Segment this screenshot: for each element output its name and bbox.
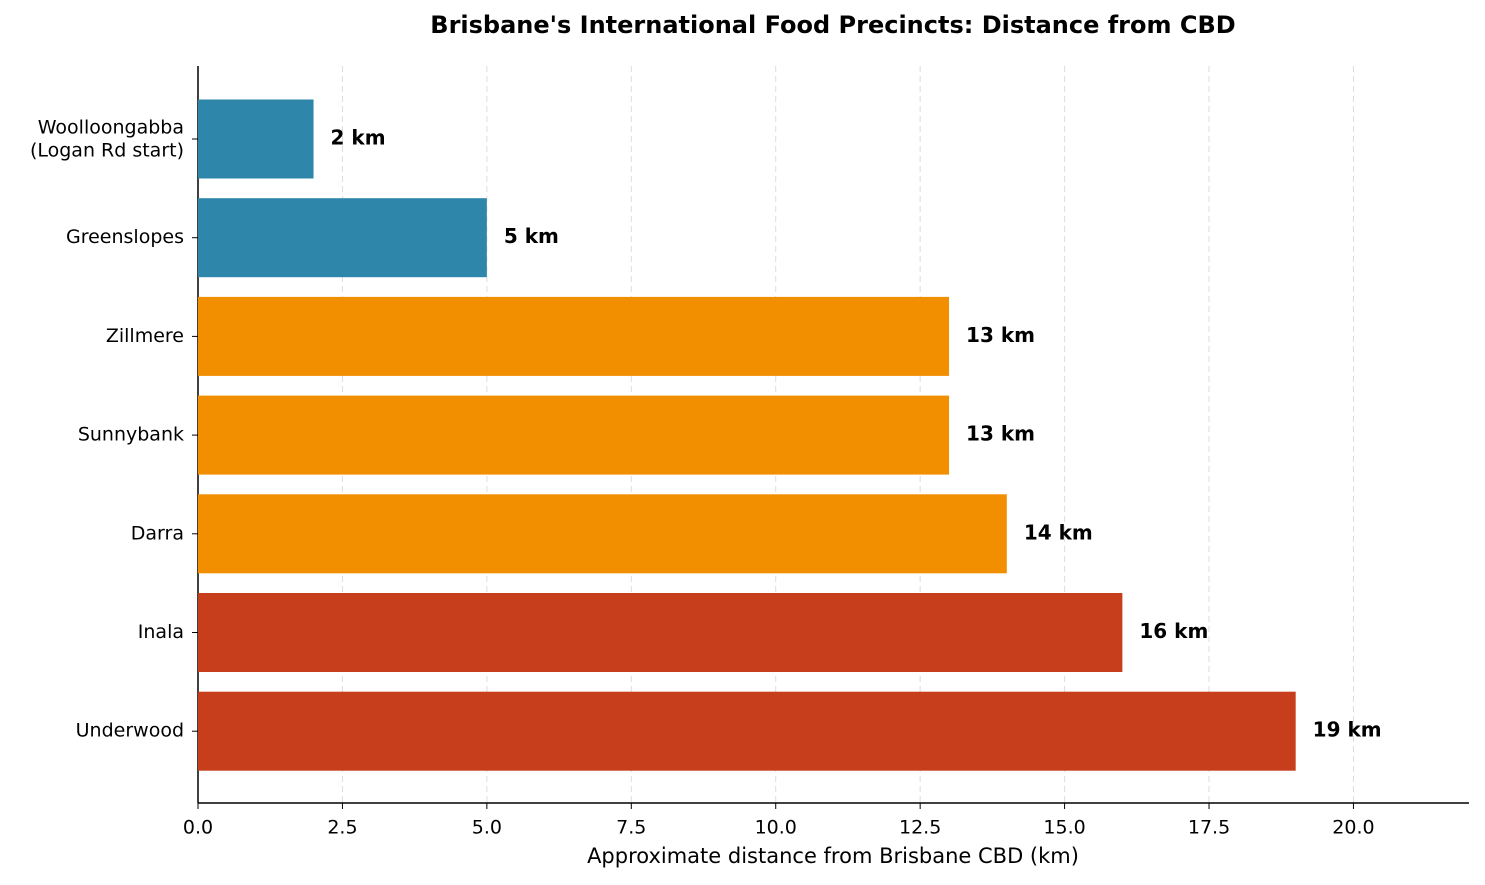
bar	[198, 691, 1296, 771]
x-axis-label: Approximate distance from Brisbane CBD (…	[587, 844, 1079, 868]
y-tick-label: Underwood	[76, 720, 184, 742]
x-tick-label: 0.0	[183, 817, 213, 839]
value-label: 16 km	[1139, 619, 1208, 643]
x-tick-label: 20.0	[1332, 817, 1374, 839]
bar	[198, 198, 487, 278]
x-tick-label: 10.0	[755, 817, 797, 839]
y-tick-label: Woolloongabba (Logan Rd start)	[30, 116, 184, 161]
x-tick-label: 5.0	[472, 817, 502, 839]
value-label: 14 km	[1024, 520, 1093, 544]
x-tick-label: 15.0	[1043, 817, 1085, 839]
x-tick-label: 17.5	[1188, 817, 1230, 839]
x-tick-label: 7.5	[616, 817, 646, 839]
value-label: 5 km	[504, 224, 559, 248]
y-tick-label: Sunnybank	[78, 424, 184, 446]
bar	[198, 296, 950, 376]
x-tick-label: 12.5	[899, 817, 941, 839]
y-tick-label: Darra	[131, 522, 184, 544]
value-label: 2 km	[331, 126, 386, 150]
y-tick-label: Zillmere	[106, 325, 184, 347]
y-tick-label: Greenslopes	[66, 226, 184, 248]
bar	[198, 593, 1123, 672]
y-tick-label: Inala	[138, 621, 184, 643]
value-label: 13 km	[966, 422, 1035, 446]
chart-title: Brisbane's International Food Precincts:…	[430, 11, 1235, 39]
bar	[198, 395, 950, 475]
bar	[198, 494, 1007, 574]
value-label: 19 km	[1313, 718, 1382, 742]
value-label: 13 km	[966, 323, 1035, 347]
x-tick-label: 2.5	[327, 817, 357, 839]
bar	[198, 99, 314, 179]
